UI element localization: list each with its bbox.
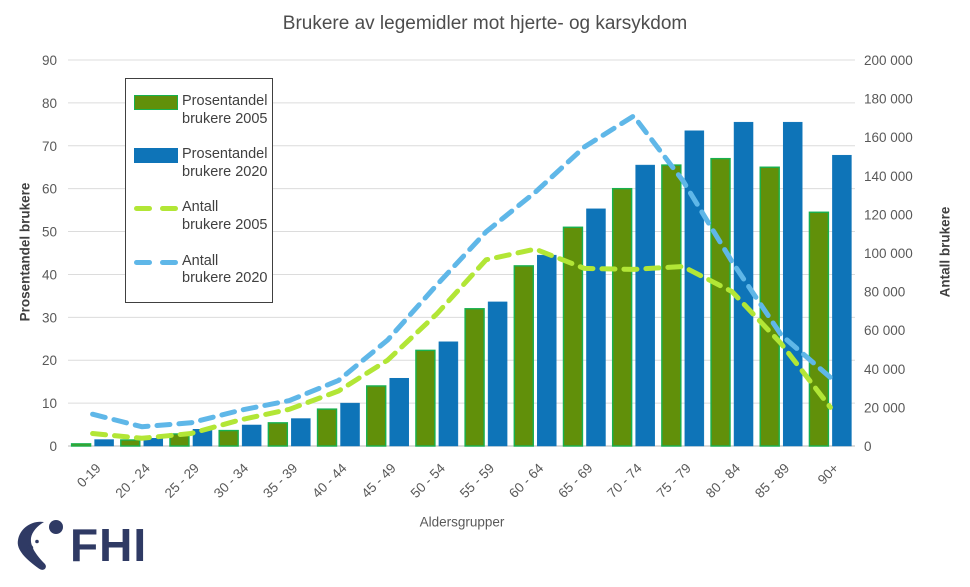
left-tick-label: 90 [42,53,57,68]
bar [291,418,311,447]
legend-dash [160,206,178,212]
left-tick-label: 0 [49,439,57,454]
chart-legend: Prosentandel brukere 2005 Prosentandel br… [125,78,273,303]
right-axis-title: Antall brukere [937,206,953,298]
legend-item: Antall brukere 2005 [134,199,270,234]
legend-label: Antall brukere 2020 [182,252,268,287]
x-tick-label: 70 - 74 [604,460,645,501]
bar [611,187,633,447]
left-tick-label: 10 [42,396,57,411]
right-tick-label: 0 [864,439,872,454]
bar [120,439,141,447]
bar [415,349,436,447]
legend-dashed-line-swatch [134,259,178,265]
bar [710,157,731,447]
bar [808,211,830,447]
legend-item: Prosentandel brukere 2020 [134,146,270,181]
x-tick-label: 55 - 59 [457,461,497,501]
left-tick-label: 80 [42,96,57,111]
bar [562,226,584,447]
legend-dash [134,259,152,265]
chart-title: Brukere av legemidler mot hjerte- og kar… [282,13,688,34]
left-tick-label: 30 [42,310,57,325]
left-tick-label: 20 [42,353,57,368]
x-tick-label: 85 - 89 [752,461,792,501]
bar [340,402,360,447]
right-tick-label: 120 000 [864,207,913,222]
right-tick-label: 140 000 [864,169,913,184]
right-tick-label: 80 000 [864,285,905,300]
bar [464,308,485,447]
bar [316,408,338,447]
left-tick-label: 50 [42,225,57,240]
line-series-2005 [90,246,833,441]
legend-item: Prosentandel brukere 2005 [134,93,270,128]
bar [438,341,459,447]
fhi-logo-icon [17,520,63,570]
legend-label: Antall brukere 2005 [182,199,268,234]
bar [389,377,409,447]
fhi-logo-text: FHI [70,519,148,571]
legend-label: Prosentandel brukere 2005 [182,92,268,127]
bar [684,130,705,447]
x-tick-label: 45 - 49 [359,461,399,501]
x-tick-label: 50 - 54 [408,460,449,501]
x-tick-label: 60 - 64 [506,460,547,501]
bar [635,164,655,447]
x-tick-label: 80 - 84 [703,460,744,501]
bar [487,301,508,447]
left-tick-label: 60 [42,182,57,197]
x-axis-tick-labels: 0-19 20 - 24 25 - 29 30 - 34 35 - 39 40 - 44 4… [74,460,842,501]
left-axis-tick-labels: 0 10 20 30 40 50 60 70 80 90 [42,53,57,454]
bar [586,208,606,447]
bar [267,422,289,447]
bar [218,429,239,447]
bar [94,439,114,447]
left-tick-label: 40 [42,267,57,282]
bar [70,443,92,447]
x-tick-label: 65 - 69 [555,461,595,501]
bar [143,438,164,447]
bar [366,385,387,447]
bar [661,164,682,447]
right-tick-label: 40 000 [864,362,905,377]
right-tick-label: 160 000 [864,130,913,145]
x-tick-label: 35 - 39 [260,461,300,501]
x-axis-title: Aldersgrupper [419,514,505,530]
legend-dash [160,259,178,265]
bar [733,121,754,447]
fhi-logo: FHI [16,518,147,572]
bar [241,424,262,447]
legend-dash [134,206,152,212]
x-tick-label: 40 - 44 [309,460,350,501]
x-tick-label: 0-19 [74,461,104,491]
right-tick-label: 100 000 [864,246,913,261]
x-tick-label: 25 - 29 [162,461,202,501]
bar-series-2005 [70,157,830,447]
legend-label: Prosentandel brukere 2020 [182,146,268,180]
right-tick-label: 60 000 [864,323,905,338]
legend-dashed-line-swatch [134,206,178,212]
bar [782,121,803,447]
line-series-2020 [90,113,833,430]
left-tick-label: 70 [42,139,57,154]
legend-bar-swatch [134,148,178,164]
bar [537,254,557,447]
x-tick-label: 20 - 24 [113,460,154,501]
x-tick-label: 30 - 34 [211,460,252,501]
right-axis-tick-labels: 0 20 000 40 000 60 000 80 000 100 000 120 000 1… [864,53,913,454]
left-axis-title: Prosentandel brukere [17,182,33,322]
bar [513,265,534,447]
x-tick-label: 75 - 79 [654,461,694,501]
right-tick-label: 200 000 [864,53,913,68]
x-tick-label: 90+ [815,460,842,487]
right-tick-label: 20 000 [864,400,905,415]
right-tick-label: 180 000 [864,92,913,107]
legend-item: Antall brukere 2020 [134,253,270,288]
bar [832,154,852,447]
legend-bar-swatch [134,94,178,110]
